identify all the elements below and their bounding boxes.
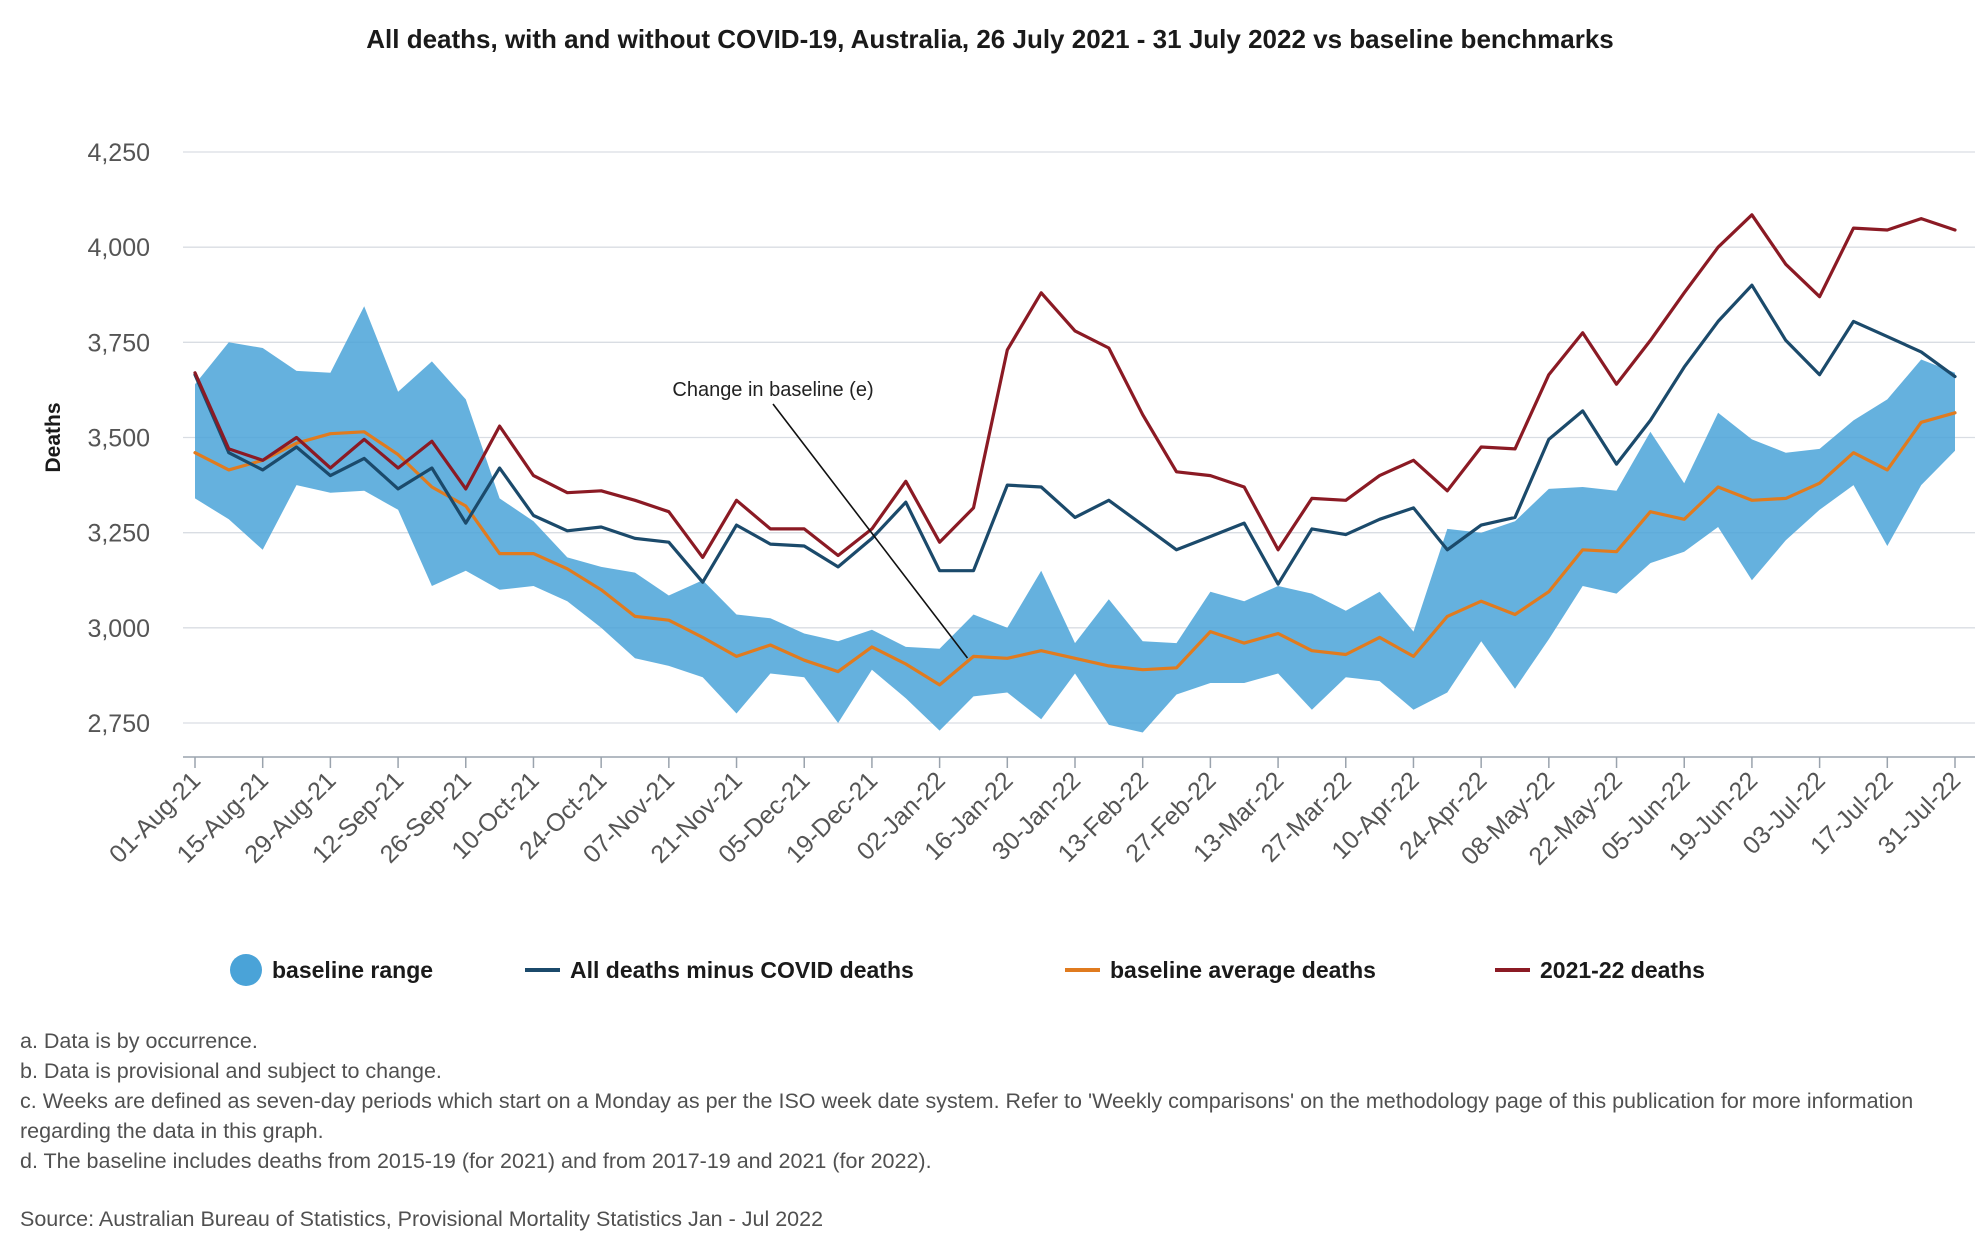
deaths-2021-22-line	[193, 213, 1957, 560]
all-deaths-minus-covid-line	[193, 283, 1957, 586]
footnote-b: b. Data is provisional and subject to ch…	[20, 1059, 442, 1083]
y-axis-label: Deaths	[42, 402, 65, 472]
baseline-range-band	[195, 306, 1955, 733]
legend: baseline range All deaths minus COVID dea…	[230, 954, 1705, 986]
annotation-label: Change in baseline (e)	[672, 379, 873, 401]
y-tick-label: 3,000	[87, 615, 150, 643]
footnote-c: c. Weeks are defined as seven-day period…	[20, 1089, 1914, 1143]
annotation-pointer	[772, 403, 969, 659]
annotation: Change in baseline (e)	[672, 379, 969, 659]
legend-label: baseline average deaths	[1110, 957, 1376, 983]
legend-deaths-2021-22: 2021-22 deaths	[1495, 957, 1705, 983]
footnote-a: a. Data is by occurrence.	[20, 1029, 258, 1053]
series-lines	[193, 213, 1957, 687]
y-tick-label: 4,250	[87, 139, 150, 167]
source-note: Source: Australian Bureau of Statistics,…	[20, 1207, 824, 1231]
legend-label: baseline range	[272, 957, 433, 983]
y-tick-label: 2,750	[87, 710, 150, 738]
legend-all-deaths-minus-covid: All deaths minus COVID deaths	[525, 957, 914, 983]
legend-swatch-circle	[230, 954, 262, 986]
footnote-d: d. The baseline includes deaths from 201…	[20, 1149, 932, 1173]
chart-title: All deaths, with and without COVID-19, A…	[366, 24, 1614, 54]
legend-label: All deaths minus COVID deaths	[570, 957, 914, 983]
footnotes: a. Data is by occurrence. b. Data is pro…	[20, 1026, 1960, 1176]
baseline-range-area	[195, 306, 1955, 733]
y-tick-label: 3,500	[87, 425, 150, 453]
legend-baseline-average: baseline average deaths	[1065, 957, 1376, 983]
y-tick-label: 3,250	[87, 520, 150, 548]
y-tick-label: 3,750	[87, 329, 150, 357]
legend-label: 2021-22 deaths	[1540, 957, 1705, 983]
y-tick-label: 4,000	[87, 234, 150, 262]
chart-plot: Change in baseline (e) 2,750 3,000 3,250 3,…	[42, 139, 1975, 986]
legend-baseline-range: baseline range	[230, 954, 433, 986]
baseline-average-line	[193, 411, 1957, 687]
